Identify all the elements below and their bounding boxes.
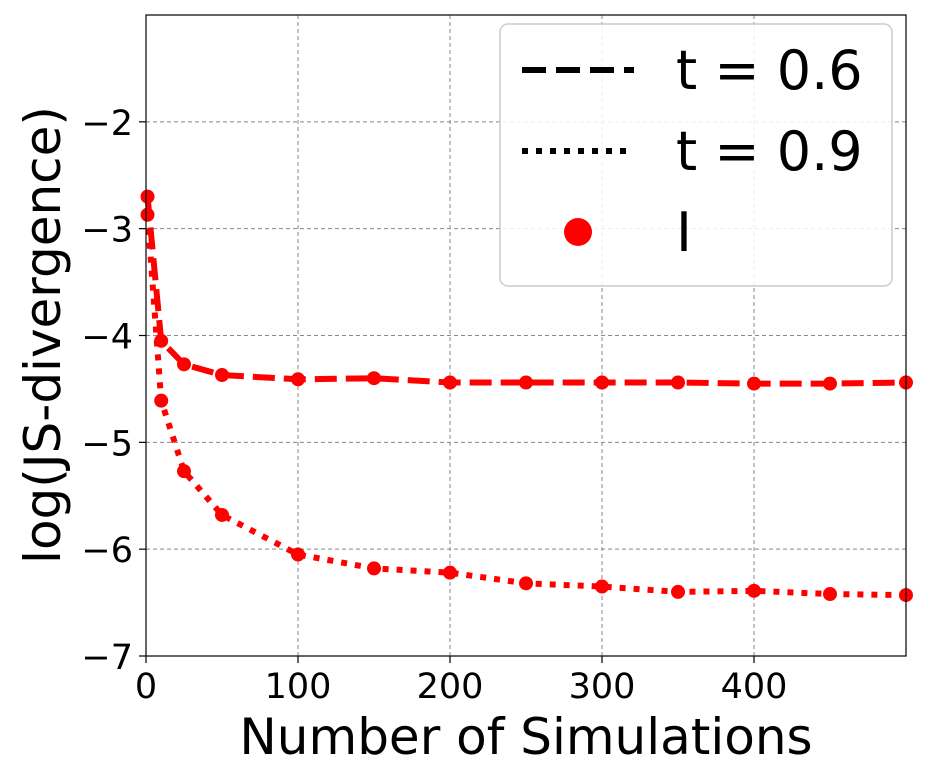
x-tick-label: 300 xyxy=(569,667,636,707)
legend-box xyxy=(499,23,893,287)
series-2-point xyxy=(823,587,837,602)
series-1-point xyxy=(519,375,533,390)
x-axis-title: Number of Simulations xyxy=(239,708,812,766)
legend-label-i: I xyxy=(676,201,692,264)
series-2-point xyxy=(367,561,381,576)
y-tick-label: −2 xyxy=(81,104,133,144)
y-tick-label: −3 xyxy=(81,211,133,251)
x-tick-label: 0 xyxy=(135,667,157,707)
x-tick-label: 400 xyxy=(721,667,788,707)
series-1-point xyxy=(367,371,381,386)
series-2-point xyxy=(177,464,191,479)
x-tick-label: 200 xyxy=(417,667,484,707)
series-2-point xyxy=(671,584,685,599)
series-1-point xyxy=(291,372,305,387)
legend-label-t06: t = 0.6 xyxy=(676,39,863,102)
series-2-point xyxy=(215,507,229,522)
series-1-point xyxy=(823,376,837,391)
series-1-point xyxy=(747,376,761,391)
series-2-point xyxy=(595,579,609,594)
series-1-point xyxy=(215,368,229,383)
series-1-point xyxy=(177,357,191,372)
legend: t = 0.6 t = 0.9 I xyxy=(499,23,893,287)
ticks: 0 100 200 300 400 −7 −6 −5 −4 −3 −2 xyxy=(81,104,787,707)
y-axis-title: log(JS-divergence) xyxy=(14,106,72,564)
y-tick-label: −7 xyxy=(81,638,133,678)
series-group xyxy=(140,189,913,603)
series-2-point xyxy=(443,565,457,580)
series-1-point xyxy=(595,375,609,390)
series-1-point xyxy=(443,375,457,390)
series-2-point xyxy=(291,547,305,562)
legend-marker-dot xyxy=(564,218,592,246)
y-tick-label: −5 xyxy=(81,424,133,464)
series-1-point xyxy=(140,189,155,204)
series-2-point xyxy=(519,576,533,591)
series-2-point xyxy=(154,393,169,408)
y-tick-label: −4 xyxy=(81,318,133,358)
y-tick-label: −6 xyxy=(81,531,133,571)
legend-label-t09: t = 0.9 xyxy=(676,120,863,183)
series-2-point xyxy=(747,583,761,598)
series-2-point xyxy=(140,207,155,222)
x-tick-label: 100 xyxy=(265,667,332,707)
series-1-point xyxy=(671,375,685,390)
